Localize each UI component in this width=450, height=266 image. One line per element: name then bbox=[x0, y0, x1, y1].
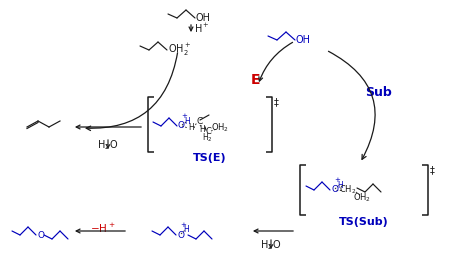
Text: OH$_2$: OH$_2$ bbox=[211, 122, 229, 134]
Text: H: H bbox=[188, 123, 194, 132]
Text: H$^+$: H$^+$ bbox=[194, 22, 210, 35]
Text: H: H bbox=[183, 226, 189, 235]
Text: H: H bbox=[337, 181, 343, 189]
Text: +: + bbox=[181, 113, 187, 119]
Text: C: C bbox=[205, 127, 211, 136]
Text: ‡: ‡ bbox=[430, 165, 435, 175]
Text: O: O bbox=[331, 185, 338, 194]
Text: O: O bbox=[37, 231, 44, 239]
Text: TS(E): TS(E) bbox=[193, 153, 227, 163]
Text: H$_2$O: H$_2$O bbox=[261, 238, 282, 252]
Text: ‡: ‡ bbox=[274, 97, 279, 107]
Text: OH$_2$: OH$_2$ bbox=[353, 192, 371, 204]
Text: E: E bbox=[250, 73, 260, 87]
Text: Sub: Sub bbox=[364, 86, 392, 99]
Text: O: O bbox=[178, 122, 185, 131]
Text: $-$H$^+$: $-$H$^+$ bbox=[90, 222, 116, 235]
Text: +: + bbox=[180, 222, 186, 228]
Text: OH: OH bbox=[296, 35, 311, 45]
Text: H: H bbox=[199, 124, 205, 134]
Text: TS(Sub): TS(Sub) bbox=[339, 217, 389, 227]
Text: OH$_2^+$: OH$_2^+$ bbox=[168, 42, 191, 58]
Text: H$_2$: H$_2$ bbox=[202, 132, 212, 144]
Text: +: + bbox=[334, 177, 340, 183]
Text: H$_2$O: H$_2$O bbox=[97, 138, 119, 152]
Text: H: H bbox=[184, 117, 190, 126]
Text: C: C bbox=[197, 118, 203, 127]
Text: OH: OH bbox=[196, 13, 211, 23]
Text: O: O bbox=[177, 231, 184, 239]
Text: CH$_2$: CH$_2$ bbox=[339, 184, 357, 196]
